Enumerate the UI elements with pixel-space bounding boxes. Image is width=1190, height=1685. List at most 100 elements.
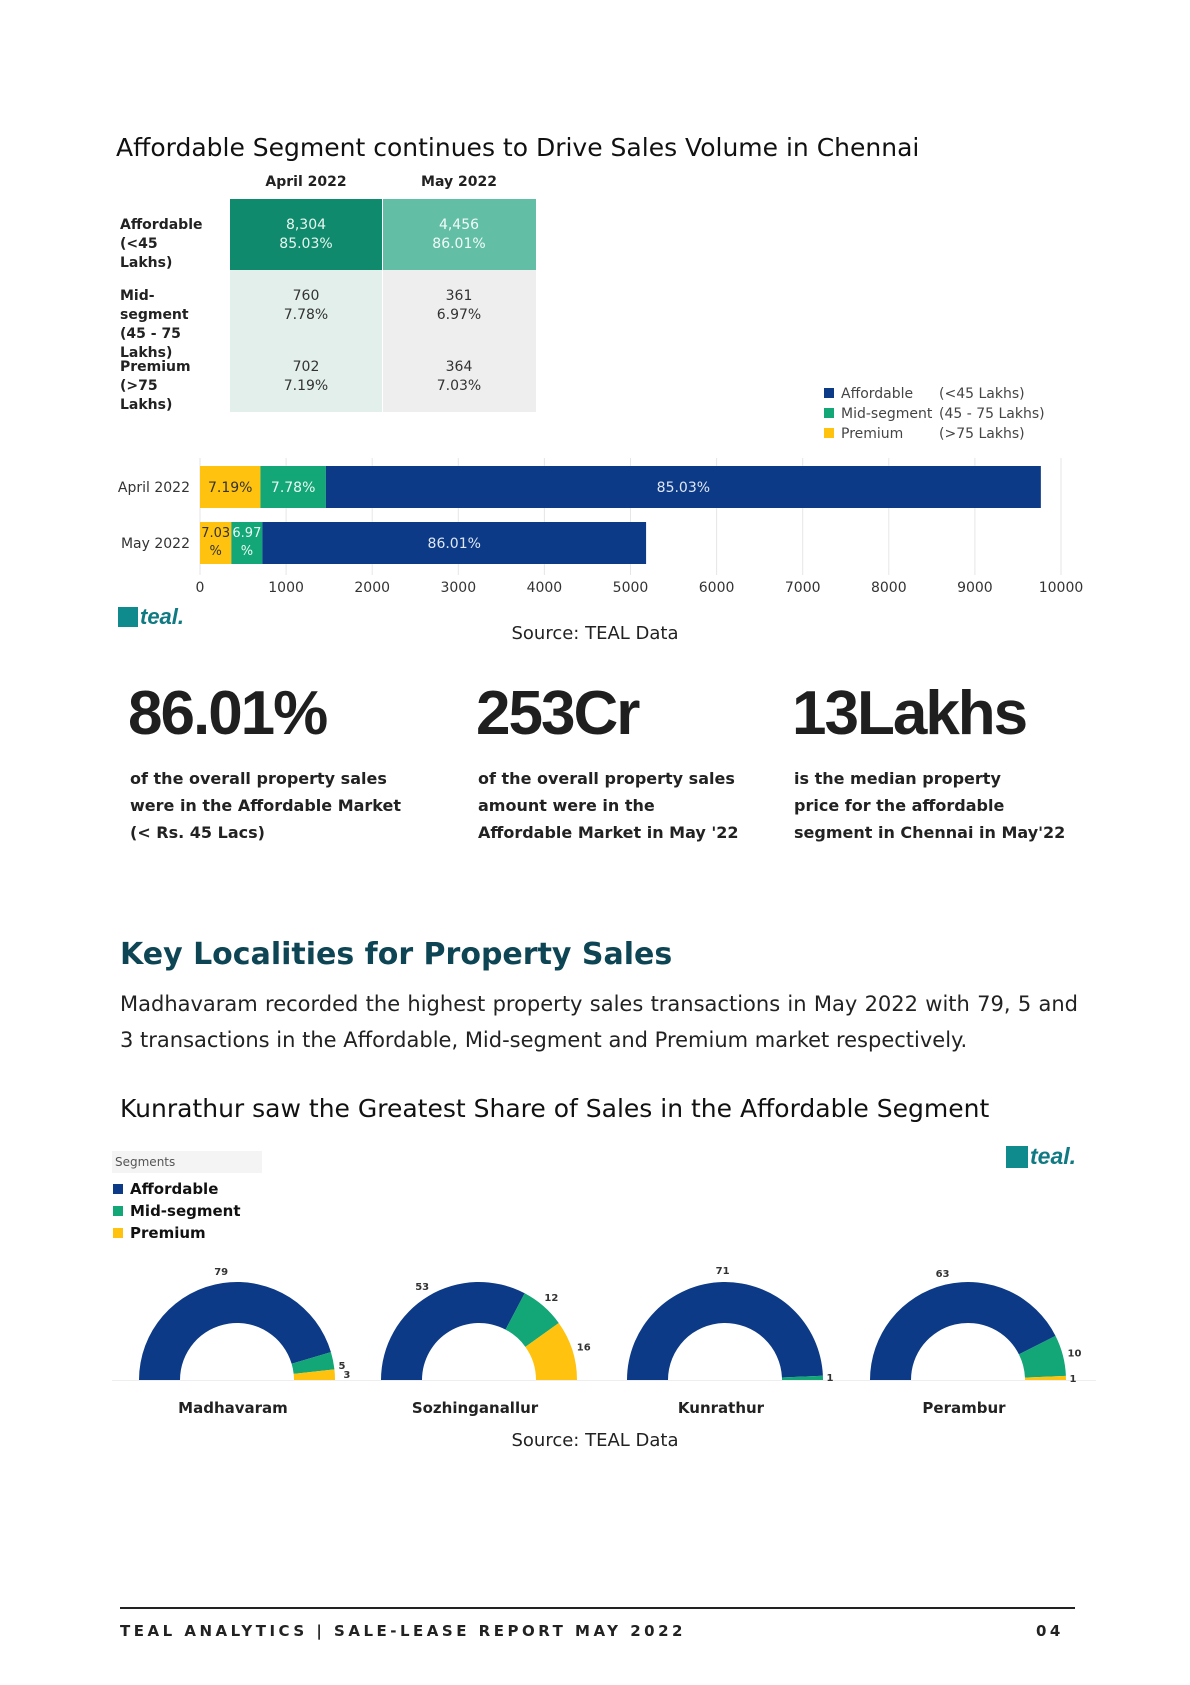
donut-legend: Affordable Mid-segment Premium [113, 1180, 241, 1246]
bar-chart-legend: Affordable (<45 Lakhs) Mid-segment (45 - 7… [824, 386, 1045, 446]
bar-segment-premium [200, 466, 261, 508]
donut-slice-affordable [870, 1282, 1056, 1380]
key-localities-title: Key Localities for Property Sales [120, 937, 673, 972]
legend-range: (<45 Lakhs) [939, 386, 1025, 402]
x-tick-label: 1000 [268, 580, 304, 596]
legend-swatch [113, 1206, 123, 1216]
source-note: Source: TEAL Data [511, 1430, 679, 1451]
table-cell: 361 6.97% [436, 287, 482, 323]
legend-name: Premium [841, 426, 904, 442]
legend-swatch [113, 1228, 123, 1238]
bar-data-label-line: 7.03 [201, 526, 230, 541]
half-donut-charts: 79 53 Madhavaram 53 12 16 Sozhinganallur 71 1 Kun… [112, 1266, 1096, 1417]
donut-slice-affordable [627, 1282, 823, 1380]
teal-logo-mark [1006, 1145, 1028, 1168]
x-tick-label: 9000 [957, 580, 993, 596]
key-localities-body: Madhavaram recorded the highest property… [120, 992, 1078, 1052]
y-category-label: May 2022 [121, 536, 190, 552]
page-number: 04 [1036, 1622, 1064, 1640]
donut-slice-premium [525, 1323, 577, 1380]
bar-data-label: 85.03% [657, 480, 710, 496]
donut-slice-mid-segment [1018, 1335, 1066, 1378]
bar-segment-affordable [325, 466, 1041, 508]
footer-divider [120, 1607, 1075, 1609]
x-tick-label: 10000 [1039, 580, 1084, 596]
table-row-label: Premium (>75 Lakhs) [120, 359, 191, 413]
locality-label: Perambur [922, 1399, 1006, 1417]
donut-data-label: 1 [827, 1373, 834, 1384]
bar-data-label: 6.97% [232, 526, 261, 559]
x-tick-label: 8000 [871, 580, 907, 596]
section1-title: Affordable Segment continues to Drive Sa… [116, 133, 920, 162]
stat-value: 86.01% [128, 679, 328, 748]
teal-logo-text: teal. [1030, 1143, 1077, 1169]
legend-label: Affordable [130, 1180, 219, 1198]
table-cell: 364 7.03% [436, 358, 482, 394]
donut-slice-affordable [381, 1282, 525, 1380]
table-cell-bg [383, 199, 536, 270]
donut-data-label: 63 [936, 1269, 950, 1280]
bar-segment-mid-segment [231, 522, 263, 564]
stacked-bar-chart: 0 1000 2000 3000 4000 5000 6000 7000 8000 9000 100… [118, 458, 1084, 596]
donut-legend-item: Affordable [113, 1180, 241, 1202]
legend-item-premium: Premium (>75 Lakhs) [824, 426, 1045, 446]
legend-label: Premium [130, 1224, 206, 1242]
x-tick-label: 3000 [440, 580, 476, 596]
legend-item-affordable: Affordable (<45 Lakhs) [824, 386, 1045, 406]
legend-name: Mid-segment [841, 406, 933, 422]
bar-data-label-line: 6.97 [232, 526, 261, 541]
bar-data-label: 7.03% [201, 526, 230, 559]
table-cell-bg [230, 270, 382, 412]
donut-legend-item: Mid-segment [113, 1202, 241, 1224]
segments-legend-title: Segments [115, 1155, 176, 1169]
locality-label: Sozhinganallur [412, 1399, 539, 1417]
locality-label: Madhavaram [178, 1399, 288, 1417]
stat-description: of the overall property sales were in th… [130, 769, 402, 842]
source-note: Source: TEAL Data [511, 623, 679, 644]
bar-data-label-line: % [209, 544, 221, 559]
stat-value: 253Cr [476, 679, 640, 748]
section2-title: Kunrathur saw the Greatest Share of Sale… [120, 1094, 990, 1123]
table-cell: 4,456 86.01% [432, 216, 486, 252]
legend-swatch [824, 408, 834, 418]
legend-range: (>75 Lakhs) [939, 426, 1025, 442]
bar-segment-affordable [262, 522, 647, 564]
donut-slice-affordable [139, 1282, 331, 1380]
table-cell: 760 7.78% [283, 287, 329, 323]
donut-slice-premium [1024, 1375, 1066, 1380]
donut-data-label: 1 [1070, 1374, 1077, 1385]
legend-label: Mid-segment [130, 1202, 241, 1220]
donut-slice-mid-segment [291, 1352, 335, 1374]
bar-data-label: 7.78% [271, 480, 315, 496]
stat-value: 13Lakhs [792, 679, 1028, 748]
legend-swatch [824, 428, 834, 438]
donut-data-label: 10 [1067, 1348, 1081, 1359]
x-tick-label: 0 [196, 580, 205, 596]
donut-slice-mid-segment [505, 1293, 559, 1347]
bar-data-label: 86.01% [428, 536, 481, 552]
legend-swatch [113, 1184, 123, 1194]
table-cell-bg [230, 199, 382, 270]
x-tick-label: 7000 [785, 580, 821, 596]
teal-logo-text: teal. [140, 604, 185, 629]
donut-data-label: 16 [577, 1342, 591, 1353]
table-cell: 702 7.19% [283, 358, 329, 394]
legend-item-mid-segment: Mid-segment (45 - 75 Lakhs) [824, 406, 1045, 426]
donut-slice-premium [293, 1369, 335, 1380]
table-column-header: April 2022 [265, 174, 347, 190]
donut-data-label: 53 [415, 1282, 429, 1293]
donut-data-label: 71 [716, 1266, 730, 1277]
locality-label: Kunrathur [678, 1399, 765, 1417]
table-cell-bg [383, 270, 536, 412]
bar-data-label-line: % [241, 544, 253, 559]
legend-swatch [824, 388, 834, 398]
bar-segment-mid-segment [260, 466, 326, 508]
donut-data-label: 3 [343, 1370, 350, 1381]
y-category-label: April 2022 [118, 480, 190, 496]
donut-data-label: 5 [339, 1361, 346, 1372]
legend-range: (45 - 75 Lakhs) [939, 406, 1045, 422]
bar-segment-premium [200, 522, 232, 564]
table-row-label: Mid-segment (45 - 75 Lakhs) [120, 288, 189, 361]
footer-report-title: TEAL ANALYTICS | SALE-LEASE REPORT MAY 2… [120, 1622, 686, 1640]
bar-data-label: 7.19% [208, 480, 252, 496]
